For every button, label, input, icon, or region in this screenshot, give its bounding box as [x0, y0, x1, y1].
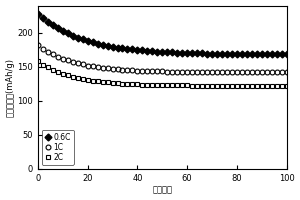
1C	[285, 71, 288, 73]
1C	[36, 44, 40, 46]
0.6C	[285, 53, 288, 56]
2C	[285, 85, 288, 87]
X-axis label: 循环次数: 循环次数	[152, 185, 172, 194]
1C	[151, 70, 154, 72]
1C	[53, 54, 57, 57]
Line: 0.6C: 0.6C	[35, 11, 289, 57]
0.6C	[36, 13, 40, 15]
Legend: 0.6C, 1C, 2C: 0.6C, 1C, 2C	[42, 130, 74, 165]
1C	[185, 71, 189, 73]
0.6C	[98, 43, 102, 45]
0.6C	[185, 52, 189, 54]
2C	[185, 84, 189, 87]
0.6C	[223, 53, 226, 55]
Line: 2C: 2C	[35, 59, 289, 88]
2C	[210, 84, 214, 87]
Line: 1C: 1C	[35, 43, 289, 75]
2C	[36, 60, 40, 63]
1C	[210, 71, 214, 73]
Y-axis label: 放电比容量(mAh/g): 放电比容量(mAh/g)	[6, 58, 15, 117]
0.6C	[53, 26, 57, 28]
0.6C	[151, 50, 154, 52]
2C	[223, 84, 226, 87]
1C	[98, 66, 102, 69]
2C	[53, 70, 57, 72]
2C	[98, 80, 102, 83]
2C	[151, 84, 154, 86]
1C	[223, 71, 226, 73]
0.6C	[210, 52, 214, 55]
